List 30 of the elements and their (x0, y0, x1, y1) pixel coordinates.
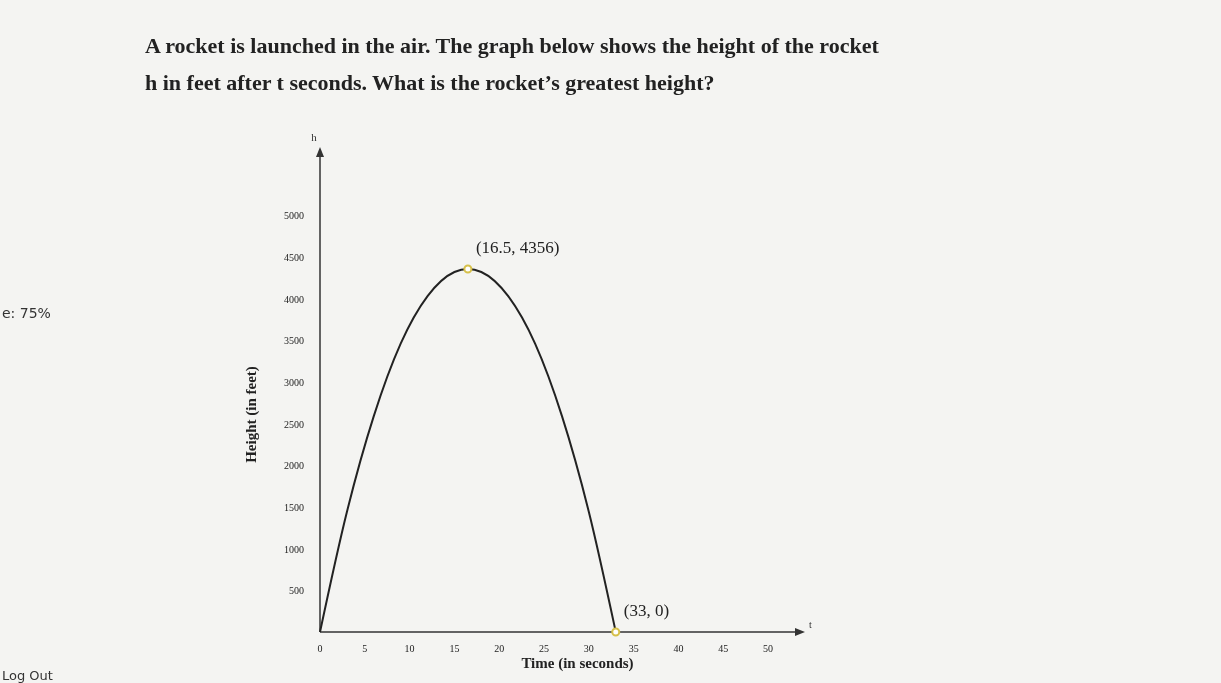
annotation: (33, 0) (623, 601, 670, 620)
x-tick-label: 10 (404, 643, 415, 654)
x-tick-label: 25 (539, 643, 550, 654)
x-tick-label: 35 (628, 643, 639, 654)
text: e: 75% (2, 305, 51, 321)
x-tick-label: 30 (583, 643, 594, 654)
y-tick-label: 1000 (284, 543, 304, 555)
chart-title: A rocket is launched in the air. The graph below shows the height of the rocket h in feet after t seconds. What is the rocket’s greatest height? (145, 33, 880, 95)
x-tick-label: 50 (763, 643, 774, 654)
y-tick-label: 3500 (284, 335, 304, 347)
y-tick-label: 4500 (284, 252, 304, 263)
x-axis-title: Time (in seconds) (521, 655, 634, 672)
y-axis-title: Height (in feet) (243, 366, 260, 463)
y-tick-label: 2000 (284, 460, 304, 472)
y-tick-label: 3000 (284, 377, 304, 388)
y-tick-label: 5000 (284, 210, 304, 222)
y-tick-label: 4000 (284, 293, 304, 305)
x-tick-label: 5 (362, 643, 368, 654)
x-tick-label: 20 (494, 643, 505, 654)
x-tick-label: 0 (317, 643, 323, 654)
y-tick-label: 500 (289, 585, 304, 597)
text: Log Out (2, 668, 53, 683)
annotation: (16.5, 4356) (475, 238, 560, 257)
x-tick-label: 40 (673, 643, 684, 654)
y-tick-label: 1500 (284, 502, 304, 513)
x-tick-label: 45 (718, 643, 729, 654)
x-tick-label: 15 (449, 643, 460, 654)
text: h (311, 131, 318, 143)
y-tick-label: 2500 (284, 418, 304, 430)
text: t (809, 619, 812, 630)
